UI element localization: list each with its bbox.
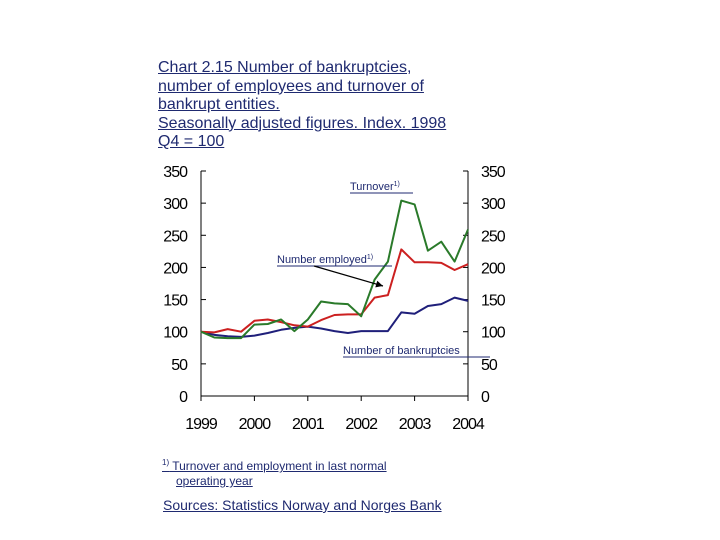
y-ticks-right: 0 50 100 150 200 250 300 350 <box>463 164 507 406</box>
x-tick-label: 2001 <box>292 416 325 433</box>
footnote-line-1: Turnover and employment in last normal <box>169 459 387 473</box>
y-tick-label-right: 300 <box>481 196 506 213</box>
y-tick-label-right: 150 <box>481 293 506 310</box>
chart-title-line-5: Q4 = 100 <box>158 133 225 150</box>
y-tick-label-right: 200 <box>481 260 506 277</box>
footnote-mark: 1) <box>162 458 170 467</box>
y-tick-label-left: 300 <box>163 196 188 213</box>
annotation-label-2: Number employed1) <box>277 254 373 266</box>
y-tick-label-left: 150 <box>163 293 188 310</box>
series-line-3 <box>200 199 469 340</box>
annotation-sup: 1) <box>367 254 373 261</box>
annotation-sup: 1) <box>394 181 400 188</box>
y-tick-label-right: 350 <box>481 164 506 181</box>
x-ticks: 1999 2000 2001 2002 2003 2004 <box>185 396 486 433</box>
source-note: Sources: Statistics Norway and Norges Ba… <box>163 497 442 513</box>
annotation-label-3: Number of bankruptcies <box>343 345 460 357</box>
chart-title-line-3: bankrupt entities. <box>158 96 280 113</box>
series-lines <box>200 199 469 340</box>
y-tick-label-left: 100 <box>163 325 188 342</box>
annotation-arrowhead <box>375 280 383 288</box>
y-tick-label-right: 50 <box>481 357 498 374</box>
footnote-line-2: operating year <box>176 474 253 488</box>
y-tick-label-right: 100 <box>481 325 506 342</box>
series-line-2 <box>200 248 469 334</box>
y-tick-label-right: 250 <box>481 228 506 245</box>
x-tick-label: 2002 <box>345 416 378 433</box>
annotation-pointer <box>313 265 384 287</box>
y-ticks-left: 0 50 100 150 200 250 300 350 <box>163 164 206 406</box>
x-tick-label: 1999 <box>185 416 218 433</box>
series-line-1 <box>200 296 469 338</box>
annotation-label-1: Turnover1) <box>350 181 400 193</box>
y-tick-label-left: 250 <box>163 228 188 245</box>
chart-title-line-2: number of employees and turnover of <box>158 77 424 95</box>
footnote: 1) Turnover and employment in last norma… <box>162 455 387 489</box>
chart-title: Chart 2.15 Number of bankruptcies, number… <box>158 59 498 152</box>
y-tick-label-left: 350 <box>163 164 188 181</box>
x-tick-label: 2000 <box>239 416 272 433</box>
y-tick-label-right: 0 <box>481 389 490 406</box>
axes <box>200 171 469 397</box>
x-tick-label: 2004 <box>452 416 485 433</box>
chart-title-line-1: Chart 2.15 Number of bankruptcies, <box>158 59 412 76</box>
x-tick-label: 2003 <box>399 416 432 433</box>
annotations: Turnover1) Number employed1) Number of ban… <box>277 181 490 358</box>
y-tick-label-left: 50 <box>171 357 188 374</box>
chart-title-line-4: Seasonally adjusted figures. Index. 1998 <box>158 114 447 132</box>
y-tick-label-left: 0 <box>179 389 188 406</box>
y-tick-label-left: 200 <box>163 260 188 277</box>
